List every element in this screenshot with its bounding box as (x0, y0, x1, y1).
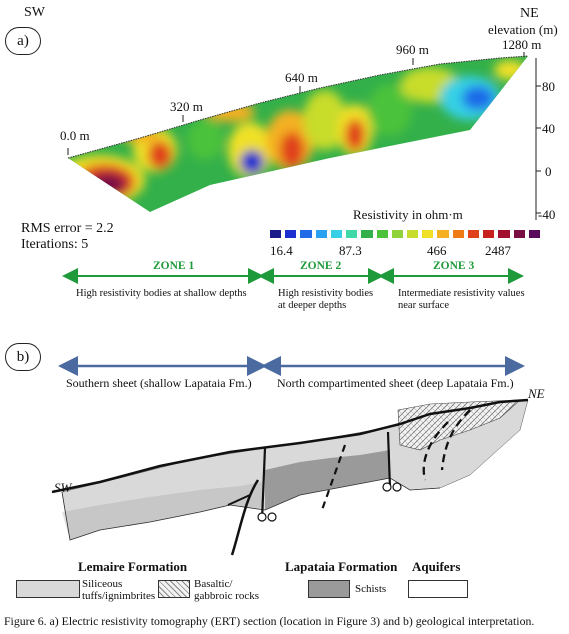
scale-value-2487: 2487 (485, 243, 511, 258)
scale-swatch (376, 230, 388, 238)
scale-value-466: 466 (427, 243, 447, 258)
scale-swatch (498, 230, 510, 238)
distance-tick-1280: 1280 m (502, 37, 542, 52)
zone-2-label: ZONE 2 (300, 260, 342, 272)
scale-swatch (406, 230, 419, 238)
legend-aquifers-heading: Aquifers (412, 559, 461, 574)
legend-label-basaltic: Basaltic/ gabbroic rocks (194, 578, 260, 602)
scale-swatch (513, 230, 525, 238)
legend-swatch-siliceous (16, 580, 80, 598)
distance-tick-960: 960 m (396, 42, 429, 57)
iterations: Iterations: 5 (21, 237, 89, 252)
panel-b-label: b) (5, 343, 41, 371)
panel-a-label: a) (5, 27, 41, 55)
scale-swatch (315, 230, 327, 238)
figure-caption: Figure 6. a) Electric resistivity tomogr… (4, 614, 535, 628)
resistivity-color-scale (270, 230, 540, 238)
distance-tick-640: 640 m (285, 70, 318, 85)
legend-swatch-aquifers (408, 580, 468, 598)
resistivity-title: Resistivity in ohm·m (353, 207, 463, 222)
sw-label-a: SW (24, 5, 45, 20)
legend-label-siliceous: Siliceous tuffs/ignimbrites (82, 578, 156, 602)
scale-value-87: 87.3 (339, 243, 362, 258)
north-sheet-label: North compartimented sheet (deep Lapatai… (277, 376, 514, 390)
scale-swatch (391, 230, 403, 238)
zone-2-description: High resistivity bodies at deeper depths (278, 288, 374, 311)
zone-3-description: Intermediate resistivity values near sur… (398, 288, 525, 311)
legend-swatch-basaltic (158, 580, 190, 598)
elev-tick-40: 40 (542, 121, 555, 136)
ne-label-a: NE (520, 6, 539, 21)
legend-swatch-schists (308, 580, 350, 598)
scale-swatch (330, 230, 343, 238)
rms-error: RMS error = 2.2 (21, 221, 114, 236)
legend-lemaire-heading: Lemaire Formation (78, 559, 188, 574)
scale-swatch (422, 230, 434, 238)
scale-swatch (361, 230, 373, 238)
sw-label-b: SW (54, 480, 72, 495)
zone-1-label: ZONE 1 (153, 260, 195, 272)
zone-1-description: High resistivity bodies at shallow depth… (76, 288, 247, 299)
scale-value-16: 16.4 (270, 243, 293, 258)
legend-lapataia-heading: Lapataia Formation (285, 559, 398, 574)
scale-swatch (452, 230, 464, 238)
scale-swatch (437, 230, 449, 238)
scale-swatch (467, 230, 480, 238)
scale-swatch (270, 230, 282, 238)
elev-tick-minus40: -40 (538, 207, 556, 222)
distance-tick-320: 320 m (170, 99, 203, 114)
elev-tick-80: 80 (542, 79, 555, 94)
scale-swatch (346, 230, 358, 238)
scale-swatch (528, 230, 540, 238)
scale-swatch (483, 230, 495, 238)
elevation-axis-label: elevation (m) (488, 22, 558, 37)
elev-tick-0: 0 (545, 164, 552, 179)
distance-tick-0: 0.0 m (60, 128, 90, 143)
ne-label-b: NE (528, 386, 545, 401)
southern-sheet-label: Southern sheet (shallow Lapataia Fm.) (66, 376, 252, 390)
scale-swatch (300, 230, 312, 238)
scale-swatch (285, 230, 297, 238)
legend-label-schists: Schists (355, 583, 387, 595)
zone-3-label: ZONE 3 (433, 260, 475, 272)
